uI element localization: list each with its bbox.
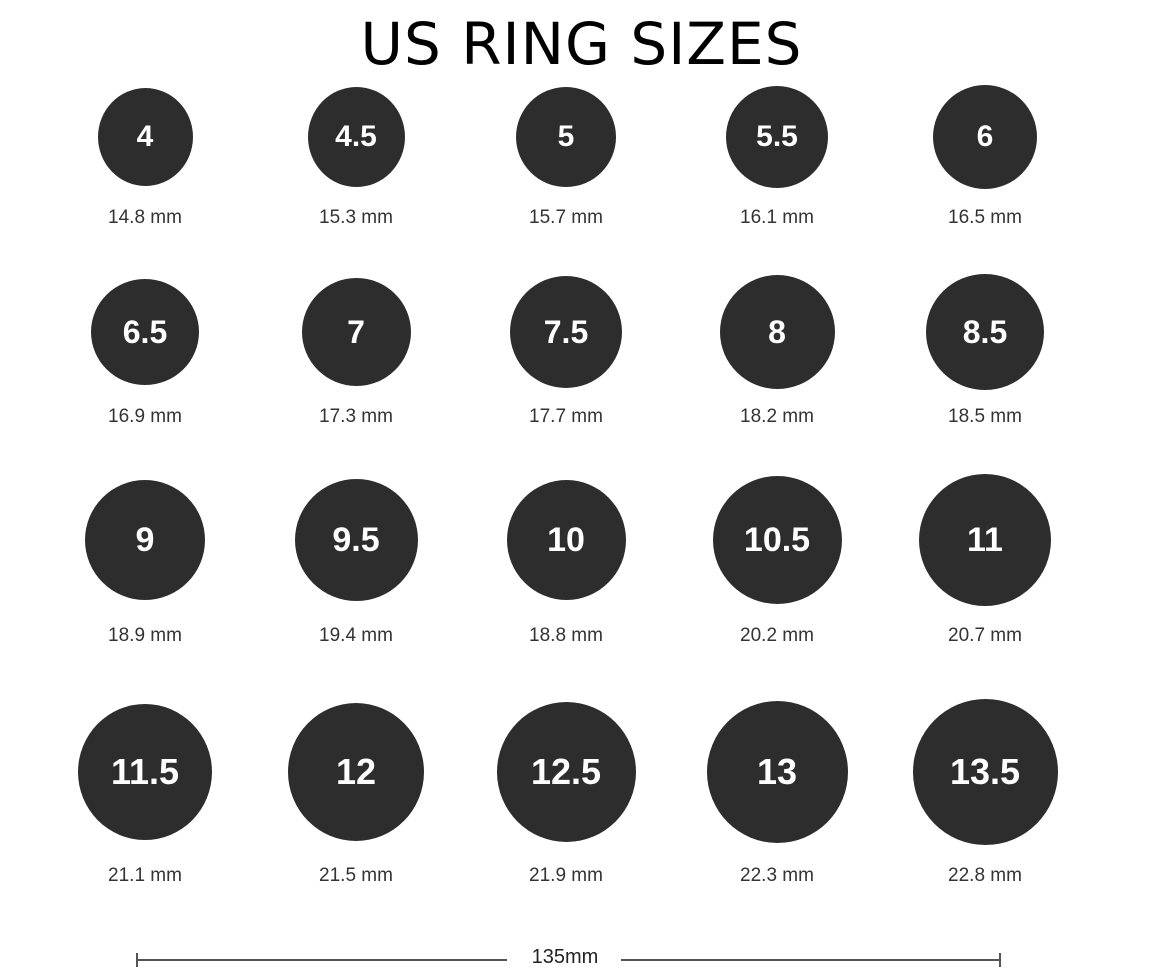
ring-circle: 8.5 (926, 274, 1044, 390)
ring-circle: 9 (85, 480, 205, 600)
ring-diameter-label: 18.5 mm (948, 406, 1022, 427)
ring-size-label: 12 (335, 751, 377, 792)
ring-size-label: 9.5 (332, 520, 380, 559)
ring-diameter-label: 18.2 mm (740, 406, 814, 427)
ring-diameter-label: 22.3 mm (740, 865, 814, 886)
ring-diameter-label: 18.8 mm (529, 625, 603, 646)
ring-diameter-label: 17.3 mm (319, 406, 393, 427)
ring-size-label: 8 (768, 313, 786, 350)
ring-size-label: 10.5 (743, 520, 811, 559)
ring-circle: 10 (506, 480, 626, 600)
ring-circle: 7 (301, 278, 411, 386)
ring-circle: 5 (516, 87, 616, 187)
ring-circle: 4 (97, 88, 193, 186)
ring-circle: 13.5 (912, 699, 1058, 845)
page-title: US RING SIZES (360, 10, 803, 78)
ring-circle: 7.5 (510, 276, 622, 388)
ring-circle: 8 (719, 275, 835, 389)
ring-size-label: 7.5 (543, 313, 589, 350)
ring-size-label: 9 (135, 520, 155, 559)
scale-line-left (137, 959, 507, 961)
ring-diameter-label: 20.7 mm (948, 625, 1022, 646)
scale-label: 135mm (531, 946, 599, 968)
ring-circle: 4.5 (307, 87, 405, 187)
ring-size-label: 4 (136, 120, 154, 153)
ring-diameter-label: 16.1 mm (740, 207, 814, 228)
ring-size-label: 6.5 (122, 313, 168, 350)
ring-size-label: 13.5 (949, 751, 1021, 792)
ring-circle: 12.5 (496, 702, 636, 842)
ring-diameter-label: 15.7 mm (529, 207, 603, 228)
ring-size-label: 13 (756, 751, 798, 792)
ring-size-label: 5 (557, 120, 575, 153)
ring-size-label: 10 (547, 520, 585, 559)
ring-diameter-label: 14.8 mm (108, 207, 182, 228)
ring-size-label: 5.5 (756, 120, 798, 153)
ring-diameter-label: 17.7 mm (529, 406, 603, 427)
scale-tick-right (999, 953, 1001, 967)
ring-diameter-label: 22.8 mm (948, 865, 1022, 886)
ring-size-label: 12.5 (530, 751, 602, 792)
ring-size-label: 4.5 (335, 120, 377, 153)
ring-diameter-label: 20.2 mm (740, 625, 814, 646)
ring-diameter-label: 16.5 mm (948, 207, 1022, 228)
scale-line-right (621, 959, 1000, 961)
ring-diameter-label: 21.1 mm (108, 865, 182, 886)
ring-circle: 13 (706, 701, 848, 843)
ring-size-label: 7 (347, 313, 365, 350)
ring-circle: 6.5 (91, 279, 199, 385)
ring-size-label: 8.5 (962, 313, 1008, 350)
ring-diameter-label: 15.3 mm (319, 207, 393, 228)
ring-size-label: 6 (976, 120, 994, 153)
ring-diameter-label: 19.4 mm (319, 625, 393, 646)
ring-diameter-label: 18.9 mm (108, 625, 182, 646)
ring-circle: 6 (933, 85, 1037, 189)
ring-circle: 11 (919, 474, 1051, 606)
ring-diameter-label: 16.9 mm (108, 406, 182, 427)
ring-diameter-label: 21.9 mm (529, 865, 603, 886)
ring-size-label: 11 (967, 520, 1003, 559)
ring-circle: 9.5 (294, 479, 418, 601)
ring-circle: 5.5 (726, 86, 828, 188)
ring-circle: 10.5 (712, 476, 842, 604)
ring-size-label: 11.5 (110, 751, 180, 792)
ring-circle: 11.5 (78, 704, 212, 840)
ring-circle: 12 (288, 703, 424, 841)
ring-diameter-label: 21.5 mm (319, 865, 393, 886)
